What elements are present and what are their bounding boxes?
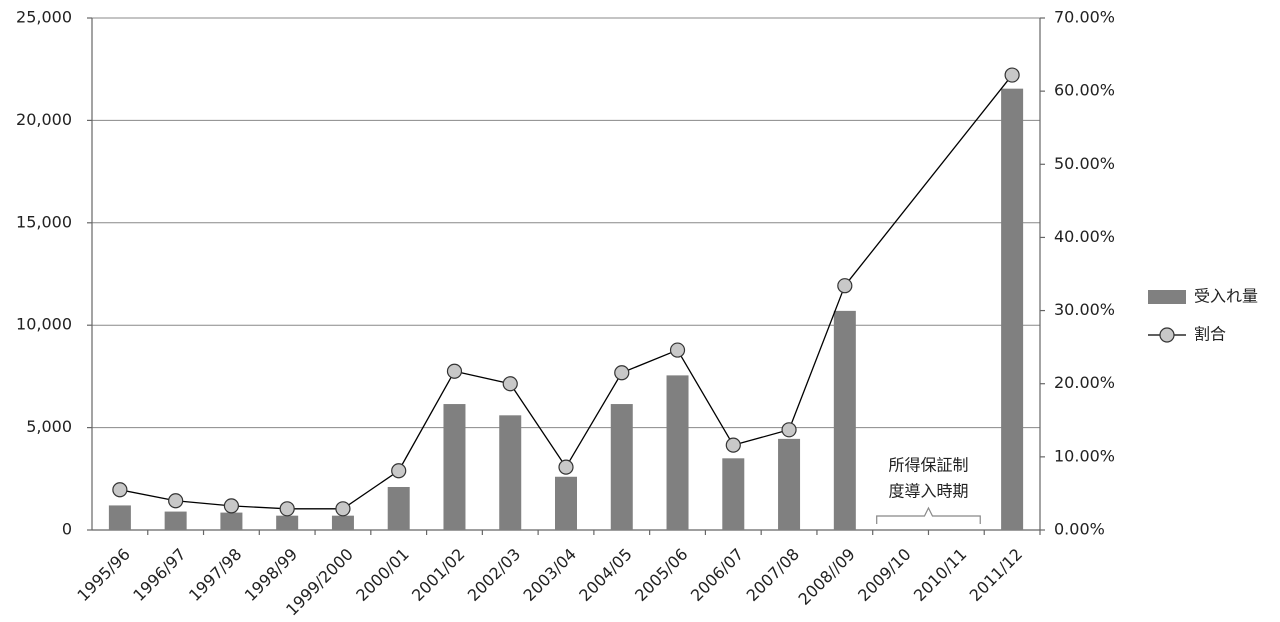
annotation: 度導入時期 [888, 482, 968, 501]
bar [164, 511, 187, 530]
y-tick-label: 25,000 [16, 8, 72, 27]
x-tick-label: 2008//09 [795, 545, 859, 609]
bar [778, 438, 801, 530]
line-segment [844, 74, 1013, 287]
bar [1001, 88, 1024, 530]
y2-tick-label: 40.00% [1054, 227, 1115, 246]
line-marker [168, 493, 184, 509]
y-tick-label: 0 [62, 520, 72, 539]
bar [666, 375, 689, 530]
x-tick-label: 2005/06 [631, 545, 691, 605]
bar [499, 415, 522, 530]
y-tick-label: 5,000 [26, 417, 72, 436]
line-marker [335, 501, 351, 517]
bar [276, 515, 299, 530]
x-tick-label: 2009/10 [854, 545, 914, 605]
x-tick-label: 2002/03 [464, 545, 524, 605]
bar [331, 515, 354, 530]
x-tick-label: 2010/11 [910, 545, 970, 605]
line-segment [231, 505, 288, 510]
x-tick-label: 1995/96 [73, 545, 133, 605]
y2-tick-label: 20.00% [1054, 373, 1115, 392]
line-marker [1004, 67, 1020, 83]
bar [610, 404, 633, 530]
y2-tick-label: 60.00% [1054, 81, 1115, 100]
y-tick-label: 15,000 [16, 212, 72, 231]
x-tick-label: 2011/12 [966, 545, 1026, 605]
line-marker [837, 278, 853, 294]
line-marker [446, 363, 463, 379]
line-segment [119, 489, 176, 502]
y-tick-label: 10,000 [16, 315, 72, 334]
legend-swatch [1148, 290, 1186, 304]
line-segment [565, 372, 623, 468]
x-tick-label: 2000/01 [352, 545, 412, 605]
bar [555, 476, 577, 530]
line-marker [112, 482, 128, 498]
bar [443, 404, 466, 530]
x-tick-label: 1996/97 [129, 545, 189, 605]
y-tick-label: 20,000 [16, 110, 72, 129]
x-tick-label: 2006/07 [687, 545, 747, 605]
line-marker [558, 459, 574, 475]
line-segment [788, 285, 846, 431]
line-segment [509, 383, 567, 468]
annotation: 所得保証制 [888, 456, 968, 475]
legend-marker [1159, 327, 1175, 343]
x-tick-label: 2003/04 [520, 545, 580, 605]
bar [108, 505, 131, 530]
line-marker [669, 342, 686, 358]
x-tick-label: 2004/05 [575, 545, 635, 605]
line-marker [391, 463, 407, 479]
line-marker [614, 365, 630, 381]
bar [387, 486, 410, 530]
line-marker [502, 376, 518, 392]
line-segment [676, 349, 734, 446]
line-segment [621, 349, 678, 374]
line-segment [454, 370, 511, 385]
bar [833, 310, 856, 530]
y2-tick-label: 10.00% [1054, 446, 1115, 465]
x-tick-label: 2001/02 [408, 545, 468, 605]
y2-tick-label: 0.00% [1054, 520, 1105, 539]
line-segment [398, 370, 456, 472]
line-marker [725, 437, 741, 453]
bar [722, 458, 745, 530]
line-marker [223, 498, 240, 514]
bar [220, 512, 243, 530]
legend-label: 割合 [1194, 325, 1226, 344]
y2-tick-label: 70.00% [1054, 8, 1115, 27]
line-segment [342, 470, 400, 510]
line-marker [279, 501, 295, 517]
line-segment [733, 429, 790, 446]
annotation-bracket [876, 506, 981, 524]
legend-label: 受入れ量 [1194, 287, 1258, 306]
line-marker [781, 422, 797, 438]
y2-tick-label: 50.00% [1054, 154, 1115, 173]
y2-tick-label: 30.00% [1054, 300, 1115, 319]
line-segment [175, 500, 232, 507]
x-tick-label: 1997/98 [185, 545, 245, 605]
